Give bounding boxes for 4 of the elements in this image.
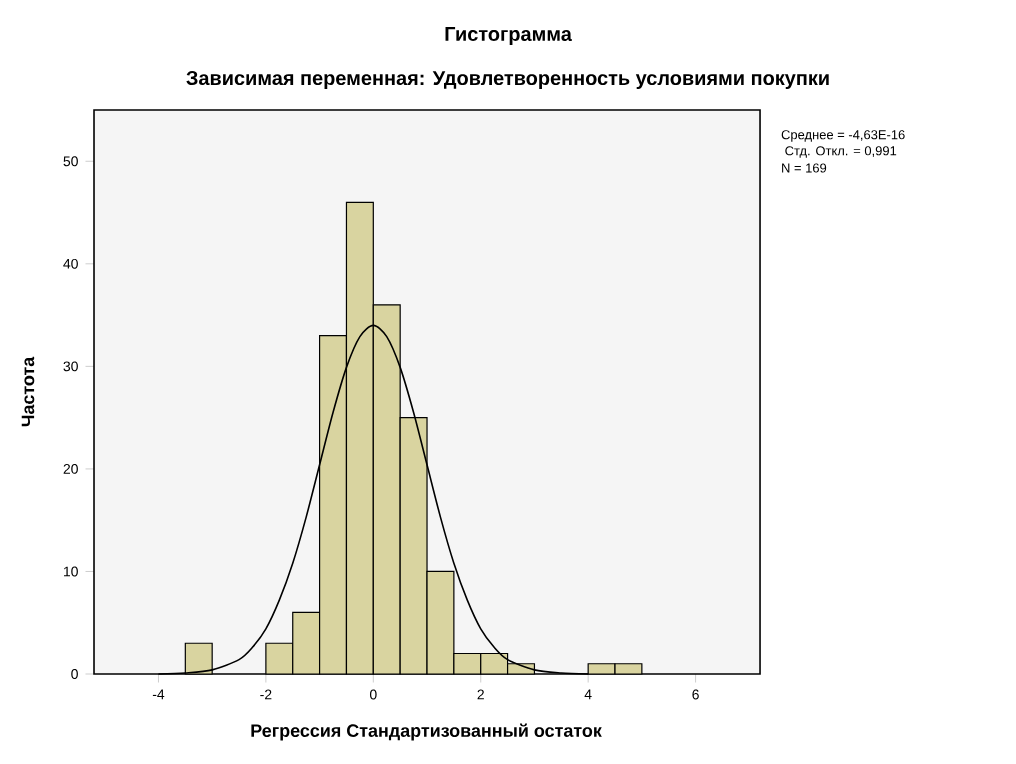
chart-title: Гистограмма bbox=[445, 27, 573, 45]
chart-subtitle: Зависимая переменная: Удовлетворенность условиями покупки bbox=[186, 70, 829, 90]
x-axis-title: Регрессия Стандартизованный остаток bbox=[251, 723, 602, 741]
y-axis-title: Частота bbox=[21, 356, 35, 427]
